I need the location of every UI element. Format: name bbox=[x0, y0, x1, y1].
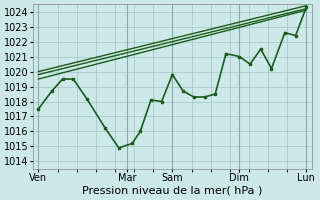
X-axis label: Pression niveau de la mer( hPa ): Pression niveau de la mer( hPa ) bbox=[82, 186, 263, 196]
